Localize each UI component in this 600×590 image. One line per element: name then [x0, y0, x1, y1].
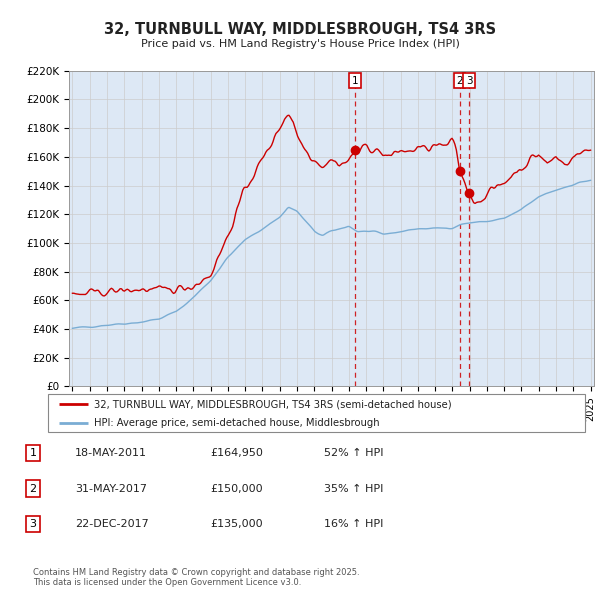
Text: 35% ↑ HPI: 35% ↑ HPI: [324, 484, 383, 493]
Text: 3: 3: [29, 519, 37, 529]
Text: HPI: Average price, semi-detached house, Middlesbrough: HPI: Average price, semi-detached house,…: [94, 418, 379, 428]
FancyBboxPatch shape: [48, 394, 585, 432]
Text: 31-MAY-2017: 31-MAY-2017: [75, 484, 147, 493]
Text: 18-MAY-2011: 18-MAY-2011: [75, 448, 147, 458]
Text: 52% ↑ HPI: 52% ↑ HPI: [324, 448, 383, 458]
Text: Price paid vs. HM Land Registry's House Price Index (HPI): Price paid vs. HM Land Registry's House …: [140, 39, 460, 49]
Text: 32, TURNBULL WAY, MIDDLESBROUGH, TS4 3RS (semi-detached house): 32, TURNBULL WAY, MIDDLESBROUGH, TS4 3RS…: [94, 399, 451, 409]
Text: 1: 1: [29, 448, 37, 458]
Text: 32, TURNBULL WAY, MIDDLESBROUGH, TS4 3RS: 32, TURNBULL WAY, MIDDLESBROUGH, TS4 3RS: [104, 22, 496, 37]
Text: 16% ↑ HPI: 16% ↑ HPI: [324, 519, 383, 529]
Text: £164,950: £164,950: [210, 448, 263, 458]
Text: 3: 3: [466, 76, 473, 86]
Text: 2: 2: [456, 76, 463, 86]
Text: 1: 1: [352, 76, 359, 86]
Text: 2: 2: [29, 484, 37, 493]
Text: £135,000: £135,000: [210, 519, 263, 529]
Text: £150,000: £150,000: [210, 484, 263, 493]
Text: Contains HM Land Registry data © Crown copyright and database right 2025.
This d: Contains HM Land Registry data © Crown c…: [33, 568, 359, 587]
Text: 22-DEC-2017: 22-DEC-2017: [75, 519, 149, 529]
